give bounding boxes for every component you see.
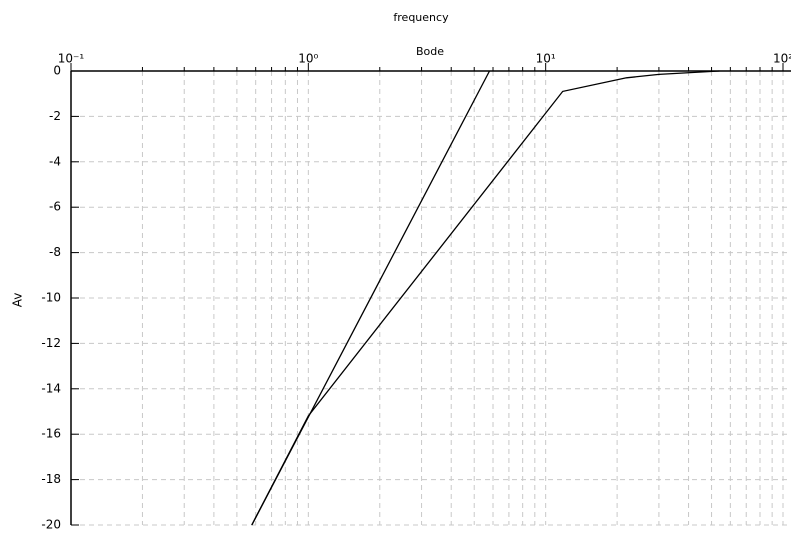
y-tick-label: -2 [49, 109, 61, 123]
x-axis-label: frequency [393, 11, 449, 24]
y-tick-label: 0 [53, 64, 61, 78]
y-tick-label: -10 [41, 291, 61, 305]
line-series [251, 70, 720, 526]
x-tick-label: 10⁰ [298, 52, 318, 66]
x-tick-label: 10¹ [536, 52, 556, 66]
y-tick-label: -16 [41, 427, 61, 441]
x-tick-label: 10⁻¹ [58, 52, 85, 66]
chart-title: Bode [416, 45, 444, 58]
x-tick-label: 10² [773, 52, 791, 66]
y-axis-label: Av [11, 293, 25, 308]
y-tick-label: -12 [41, 336, 61, 350]
y-tick-label: -18 [41, 472, 61, 486]
y-tick-label: -20 [41, 518, 61, 532]
y-tick-label: -14 [41, 381, 61, 395]
y-tick-label: -6 [49, 200, 61, 214]
y-tick-label: -8 [49, 245, 61, 259]
y-tick-label: -4 [49, 154, 61, 168]
